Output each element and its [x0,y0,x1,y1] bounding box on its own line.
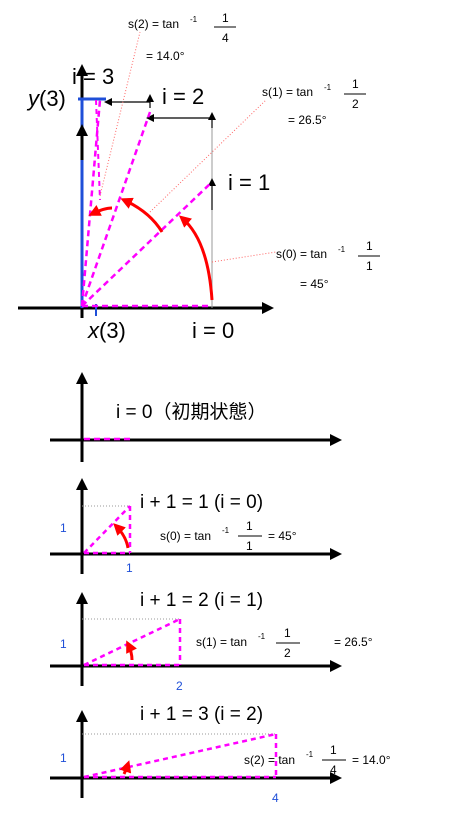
eq-s1-top: s(1) = tan -1 1 2 = 26.5° [262,77,366,127]
svg-text:= 26.5°: = 26.5° [288,113,327,127]
svg-text:-1: -1 [324,83,332,92]
panel-step1: i + 1 = 1 (i = 0) 1 1 s(0) = tan -1 1 1 … [50,478,342,575]
svg-text:1: 1 [366,239,373,253]
vec-i3 [80,99,102,307]
svg-text:1: 1 [284,626,291,640]
label-i0: i = 0 [192,318,234,343]
svg-text:4: 4 [222,31,229,45]
panel-step3: i + 1 = 3 (i = 2) 1 4 s(2) = tan -1 1 4 … [50,704,391,805]
panel-step2: i + 1 = 2 (i = 1) 1 2 s(1) = tan -1 1 2 … [50,590,373,693]
svg-text:= 45°: = 45° [268,529,297,543]
svg-text:s(1) = tan: s(1) = tan [196,635,247,649]
vec-i1 [81,181,213,307]
svg-text:-1: -1 [306,750,314,759]
eq-s2-top: s(2) = tan -1 1 4 = 14.0° [128,11,236,63]
panel2-hyp [83,505,131,554]
leader-s1 [149,99,267,213]
panel4-arc [119,760,132,775]
panel3-arc [126,640,137,661]
svg-text:= 45°: = 45° [300,277,329,291]
arc-s1 [120,197,164,233]
svg-text:1: 1 [330,743,337,757]
panel2-x-tick: 1 [126,561,133,575]
svg-text:2: 2 [352,97,359,111]
svg-text:-1: -1 [190,15,198,24]
svg-text:1: 1 [366,259,373,273]
svg-text:s(2) = tan: s(2) = tan [128,17,179,31]
label-i2: i = 2 [162,84,204,109]
svg-text:s(1) = tan: s(1) = tan [262,85,313,99]
panel3-y-tick: 1 [60,637,67,651]
svg-text:-1: -1 [338,245,346,254]
leader-s0 [211,251,277,263]
panel4-title: i + 1 = 3 (i = 2) [140,704,263,725]
label-x3: x(3) [87,318,126,343]
eq-s1-panel: s(1) = tan -1 1 2 = 26.5° [196,626,373,660]
panel1-title: i = 0（初期状態） [116,401,266,423]
svg-text:1: 1 [222,11,229,25]
panel4-x-tick: 4 [272,791,279,805]
label-i3: i = 3 [72,64,114,89]
label-i1: i = 1 [228,170,270,195]
eq-s0-top: s(0) = tan -1 1 1 = 45° [276,239,380,291]
svg-text:-1: -1 [222,526,230,535]
arc-s0 [178,215,214,301]
panel3-x-tick: 2 [176,679,183,693]
top-diagram: y(3) x(3) i = 3 i = 2 i = 1 i = 0 s(2) =… [18,11,380,343]
panel-initial: i = 0（初期状態） [50,372,342,462]
svg-text:= 26.5°: = 26.5° [334,635,373,649]
panel4-hyp [83,732,277,779]
eq-s2-panel: s(2) = tan -1 1 4 = 14.0° [244,743,391,777]
vec-i2-cap [95,99,101,201]
svg-text:1: 1 [246,519,253,533]
svg-text:s(0) = tan: s(0) = tan [276,247,327,261]
svg-text:1: 1 [246,539,253,553]
panel3-title: i + 1 = 2 (i = 1) [140,590,263,611]
svg-text:= 14.0°: = 14.0° [146,49,185,63]
svg-text:4: 4 [330,763,337,777]
arc-s2 [88,205,113,216]
svg-text:= 14.0°: = 14.0° [352,753,391,767]
panel2-title: i + 1 = 1 (i = 0) [140,492,263,513]
leader-s2 [99,31,141,197]
panel2-y-tick: 1 [60,521,67,535]
svg-text:s(0) = tan: s(0) = tan [160,529,211,543]
eq-s0-panel: s(0) = tan -1 1 1 = 45° [160,519,297,553]
panel2-arc [113,523,130,549]
label-y3: y(3) [26,86,66,111]
svg-text:s(2) = tan: s(2) = tan [244,753,295,767]
svg-text:-1: -1 [258,632,266,641]
panel4-y-tick: 1 [60,751,67,765]
svg-text:1: 1 [352,77,359,91]
vec-i2 [80,111,152,307]
svg-text:2: 2 [284,646,291,660]
